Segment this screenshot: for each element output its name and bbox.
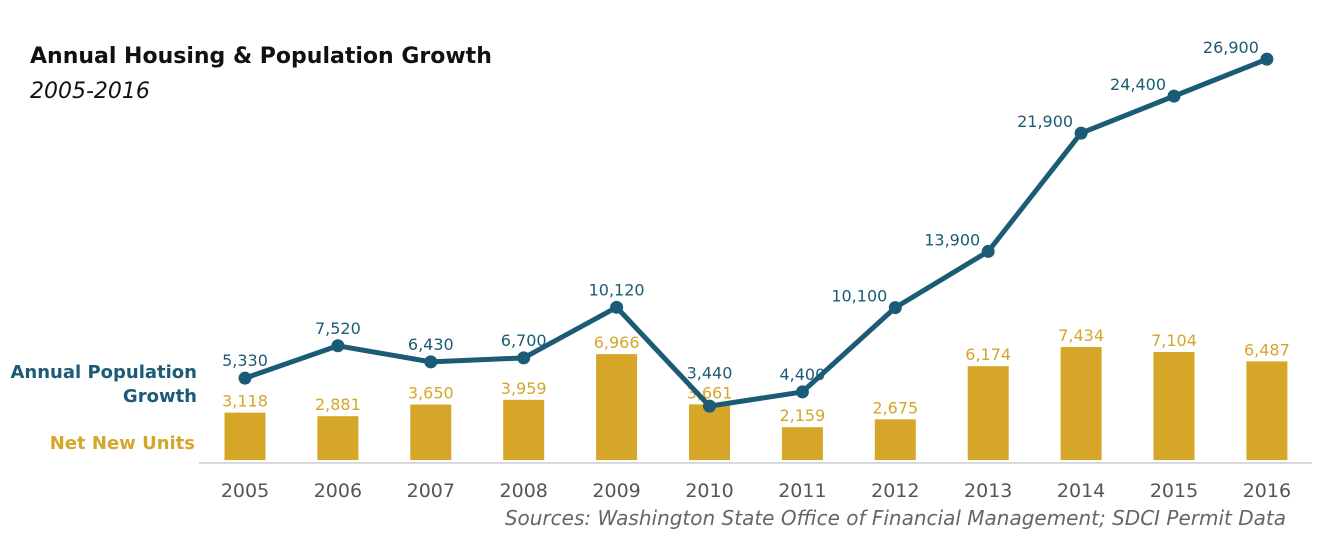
population-label-2007: 6,430 xyxy=(408,335,454,354)
population-label-2015: 24,400 xyxy=(1110,75,1166,94)
population-point-2011 xyxy=(795,385,809,399)
x-tick-2011: 2011 xyxy=(778,480,826,502)
population-label-2011: 4,400 xyxy=(779,365,825,384)
source-note: Sources: Washington State Office of Fina… xyxy=(505,506,1286,530)
bar-2014 xyxy=(1060,347,1102,460)
chart-subtitle: 2005-2016 xyxy=(30,79,150,104)
population-label-2016: 26,900 xyxy=(1203,38,1259,57)
x-tick-2013: 2013 xyxy=(964,480,1012,502)
bar-label-2009: 6,966 xyxy=(594,333,640,352)
population-label-2013: 13,900 xyxy=(924,230,980,249)
population-point-2006 xyxy=(331,339,345,353)
population-point-2009 xyxy=(610,300,624,314)
bar-label-2007: 3,650 xyxy=(408,384,454,403)
x-tick-2015: 2015 xyxy=(1150,480,1198,502)
legend-population-line1: Annual Population xyxy=(11,362,198,383)
bar-label-2006: 2,881 xyxy=(315,395,361,414)
population-label-2014: 21,900 xyxy=(1017,112,1073,131)
bar-2015 xyxy=(1153,352,1195,460)
x-tick-2007: 2007 xyxy=(407,480,455,502)
x-tick-2006: 2006 xyxy=(314,480,362,502)
x-tick-2012: 2012 xyxy=(871,480,919,502)
population-line xyxy=(244,56,1268,409)
population-label-2005: 5,330 xyxy=(222,351,268,370)
bar-label-2005: 3,118 xyxy=(222,392,268,411)
population-label-2010: 3,440 xyxy=(687,363,733,382)
bar-2016 xyxy=(1246,361,1288,460)
bar-2007 xyxy=(410,404,452,460)
bar-label-2013: 6,174 xyxy=(965,345,1011,364)
bar-2010 xyxy=(689,404,730,460)
population-point-2008 xyxy=(517,351,531,365)
x-tick-2010: 2010 xyxy=(685,480,733,502)
bar-2012 xyxy=(874,419,916,460)
population-label-2012: 10,100 xyxy=(831,287,887,306)
bar-label-2011: 2,159 xyxy=(779,406,825,425)
population-point-2013 xyxy=(981,244,995,258)
bar-label-2008: 3,959 xyxy=(501,379,547,398)
chart-title: Annual Housing & Population Growth xyxy=(30,44,492,69)
legend-population-line2: Growth xyxy=(123,386,197,407)
bar-label-2014: 7,434 xyxy=(1058,326,1104,345)
bar-2006 xyxy=(317,416,359,460)
population-label-2008: 6,700 xyxy=(501,331,547,350)
x-tick-2008: 2008 xyxy=(500,480,548,502)
x-tick-2014: 2014 xyxy=(1057,480,1105,502)
population-point-2007 xyxy=(424,355,438,369)
population-label-2009: 10,120 xyxy=(589,280,645,299)
bar-2009 xyxy=(596,354,638,460)
bar-2008 xyxy=(503,399,545,460)
bar-2005 xyxy=(224,412,266,460)
legend-net-new-units: Net New Units xyxy=(50,433,195,454)
bar-2011 xyxy=(781,427,823,460)
x-tick-2005: 2005 xyxy=(221,480,269,502)
bar-label-2015: 7,104 xyxy=(1151,331,1197,350)
bar-2013 xyxy=(967,366,1009,460)
population-point-2005 xyxy=(238,371,252,385)
population-point-2012 xyxy=(888,301,902,315)
population-point-2015 xyxy=(1167,89,1181,103)
population-point-2010 xyxy=(703,399,716,413)
population-label-2006: 7,520 xyxy=(315,319,361,338)
bar-label-2010: 3,661 xyxy=(687,383,733,402)
bar-label-2012: 2,675 xyxy=(872,398,918,417)
population-point-2016 xyxy=(1260,52,1274,66)
population-point-2014 xyxy=(1074,126,1088,140)
x-tick-2009: 2009 xyxy=(592,480,640,502)
x-tick-2016: 2016 xyxy=(1243,480,1291,502)
bar-label-2016: 6,487 xyxy=(1244,340,1290,359)
